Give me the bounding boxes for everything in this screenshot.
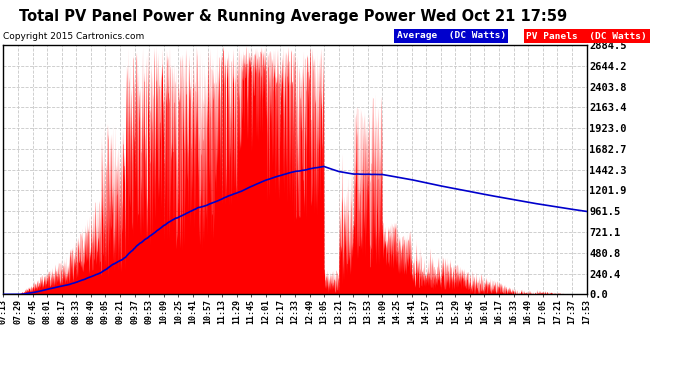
Text: Copyright 2015 Cartronics.com: Copyright 2015 Cartronics.com [3,32,145,41]
Text: Total PV Panel Power & Running Average Power Wed Oct 21 17:59: Total PV Panel Power & Running Average P… [19,9,567,24]
Text: Average  (DC Watts): Average (DC Watts) [397,32,506,40]
Text: PV Panels  (DC Watts): PV Panels (DC Watts) [526,32,647,40]
